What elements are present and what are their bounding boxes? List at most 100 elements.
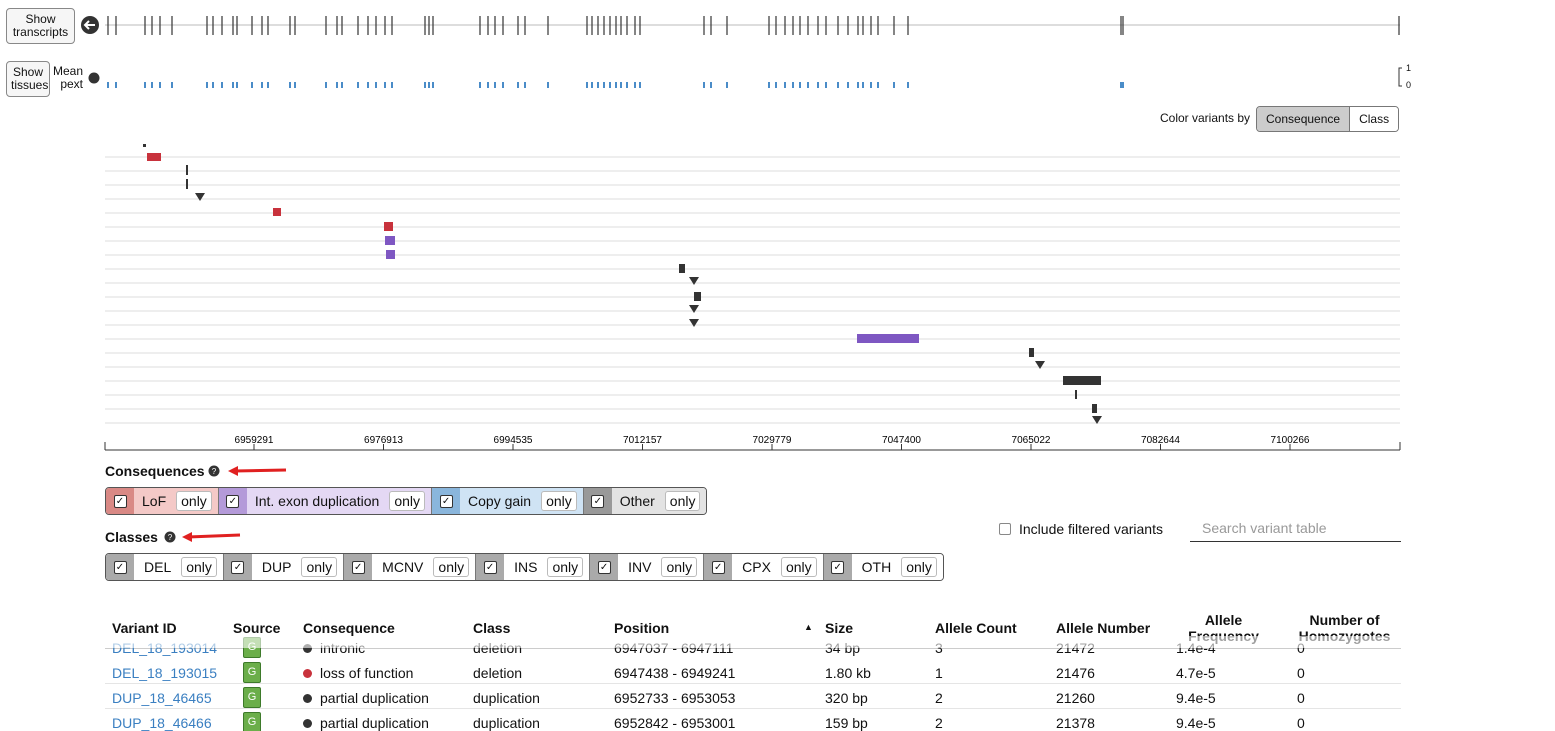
only-button[interactable]: only	[780, 557, 817, 577]
pext-bar	[603, 82, 605, 88]
show-tissues-button[interactable]: Show tissues	[6, 61, 50, 97]
source-badge: G	[243, 712, 261, 731]
pext-bar	[615, 82, 617, 88]
cell: 159 bp	[825, 715, 868, 731]
pext-bar	[236, 82, 238, 88]
variant-link[interactable]: DEL_18_193015	[112, 665, 218, 681]
checkbox[interactable]: ✓	[344, 554, 373, 580]
check: ✓	[439, 494, 453, 508]
cell: 0	[1297, 665, 1305, 681]
variant-table: Variant ID Source Consequence Class Position…	[0, 600, 1555, 731]
variant-marker	[1092, 416, 1102, 424]
class-filter: ✓ DUP only	[223, 554, 345, 580]
only-button[interactable]: only	[661, 557, 698, 577]
column-header[interactable]: Consequence	[303, 620, 395, 636]
only-button[interactable]: only	[389, 491, 426, 511]
column-header[interactable]: Variant ID	[112, 620, 177, 636]
pext-bar	[151, 82, 153, 88]
checkbox[interactable]	[999, 523, 1011, 535]
pext-bar	[517, 82, 519, 88]
pext-bar	[171, 82, 173, 88]
cell: 6947438 - 6949241	[614, 665, 736, 681]
consequence-filters: ✓ LoF only ✓ Int. exon duplication only ✓ Copy …	[105, 487, 708, 515]
color-by-toggle: Consequence Class	[1256, 106, 1400, 132]
variant	[857, 334, 919, 343]
variant-marker	[1035, 361, 1045, 369]
cell: 1.80 kb	[825, 665, 871, 681]
checkbox[interactable]: ✓	[590, 554, 619, 580]
pext-bar	[144, 82, 146, 88]
check: ✓	[226, 494, 240, 508]
pext-bar	[620, 82, 622, 88]
pext-bar	[626, 82, 628, 88]
checkbox[interactable]: ✓	[106, 554, 134, 580]
filter-label: DEL	[144, 559, 172, 575]
cell: 9.4e-5	[1176, 690, 1216, 706]
only-button[interactable]: only	[301, 557, 338, 577]
consequence-dot	[303, 644, 312, 653]
only-button[interactable]: only	[433, 557, 470, 577]
only-button[interactable]: only	[176, 491, 212, 511]
check: ✓	[597, 560, 611, 574]
class-filters: ✓ DEL only ✓ DUP only ✓ MCNV only ✓ INS only ✓ INV onl…	[105, 553, 944, 581]
search-input[interactable]: Search variant table	[1190, 520, 1401, 542]
pext-bar	[115, 82, 117, 88]
class-option[interactable]: Class	[1350, 107, 1399, 131]
consequence-dot	[303, 669, 312, 678]
pext-bar	[432, 82, 434, 88]
checkbox[interactable]: ✓	[476, 554, 505, 580]
variant-link[interactable]: DUP_18_46466	[112, 715, 212, 731]
column-header[interactable]: Allele Number	[1056, 620, 1151, 636]
cell: 0	[1297, 690, 1305, 706]
variant	[143, 144, 146, 147]
pext-bar	[639, 82, 641, 88]
variant-link[interactable]: DUP_18_46465	[112, 690, 212, 706]
column-header[interactable]: Class	[473, 620, 511, 636]
filter-label: MCNV	[382, 559, 424, 575]
column-header[interactable]: Size	[825, 620, 854, 636]
pext-bar	[289, 82, 291, 88]
axis-tick-label: 7029779	[753, 435, 792, 446]
consequence-option[interactable]: Consequence	[1257, 107, 1351, 131]
checkbox[interactable]: ✓	[218, 488, 247, 514]
column-header[interactable]: Allele Count	[935, 620, 1017, 636]
variant	[1029, 348, 1034, 357]
pext-bar	[792, 82, 794, 88]
filter-label: Other	[619, 493, 655, 509]
filter-label: LoF	[142, 493, 167, 509]
pext-bar	[107, 82, 109, 88]
cell: 1	[935, 665, 943, 681]
class-filter: ✓ DEL only	[106, 554, 224, 580]
pext-bar	[857, 82, 859, 88]
checkbox[interactable]: ✓	[106, 488, 134, 514]
only-button[interactable]: only	[181, 557, 217, 577]
class-filter: ✓ INS only	[476, 554, 591, 580]
checkbox[interactable]: ✓	[432, 488, 461, 514]
checkbox[interactable]: ✓	[823, 554, 852, 580]
cell: 0	[1297, 715, 1305, 731]
only-button[interactable]: only	[901, 557, 937, 577]
pext-bar	[479, 82, 481, 88]
show-transcripts-button[interactable]: Show transcripts	[6, 8, 75, 44]
axis-tick-label: 6976913	[364, 435, 403, 446]
pext-bar	[428, 82, 430, 88]
only-button[interactable]: only	[664, 491, 701, 511]
variant	[1063, 376, 1101, 385]
cell: 3	[935, 640, 943, 656]
cell: 2	[935, 690, 943, 706]
only-button[interactable]: only	[547, 557, 584, 577]
check: ✓	[113, 560, 127, 574]
include-filtered[interactable]: Include filtered variants	[999, 521, 1163, 537]
pext-bar	[294, 82, 296, 88]
checkbox[interactable]: ✓	[223, 554, 252, 580]
consequence-filter: ✓ Other only	[583, 488, 707, 514]
pext-bar	[825, 82, 827, 88]
pext-bar	[784, 82, 786, 88]
column-header[interactable]: Source	[233, 620, 281, 636]
checkbox[interactable]: ✓	[704, 554, 733, 580]
only-button[interactable]: only	[541, 491, 577, 511]
checkbox[interactable]: ✓	[583, 488, 612, 514]
pext-bar	[703, 82, 705, 88]
check: ✓	[711, 560, 725, 574]
column-header[interactable]: Position	[614, 620, 670, 636]
